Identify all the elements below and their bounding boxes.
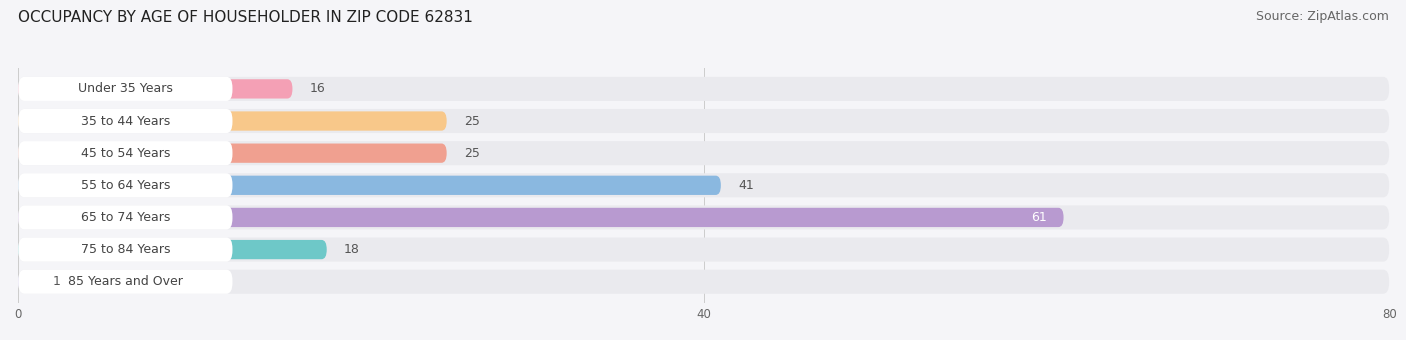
Text: 75 to 84 Years: 75 to 84 Years xyxy=(80,243,170,256)
Text: Source: ZipAtlas.com: Source: ZipAtlas.com xyxy=(1256,10,1389,23)
Text: 41: 41 xyxy=(738,179,754,192)
FancyBboxPatch shape xyxy=(18,77,232,101)
FancyBboxPatch shape xyxy=(18,238,232,261)
FancyBboxPatch shape xyxy=(18,176,721,195)
Text: 1: 1 xyxy=(52,275,60,288)
FancyBboxPatch shape xyxy=(18,270,232,294)
FancyBboxPatch shape xyxy=(18,141,1389,165)
Text: Under 35 Years: Under 35 Years xyxy=(77,82,173,96)
FancyBboxPatch shape xyxy=(18,208,1063,227)
FancyBboxPatch shape xyxy=(18,205,1389,230)
FancyBboxPatch shape xyxy=(18,143,447,163)
Text: 85 Years and Over: 85 Years and Over xyxy=(67,275,183,288)
FancyBboxPatch shape xyxy=(18,272,35,291)
FancyBboxPatch shape xyxy=(18,173,232,197)
FancyBboxPatch shape xyxy=(18,79,292,99)
FancyBboxPatch shape xyxy=(18,270,1389,294)
Text: 25: 25 xyxy=(464,115,479,128)
Text: 35 to 44 Years: 35 to 44 Years xyxy=(80,115,170,128)
Text: 45 to 54 Years: 45 to 54 Years xyxy=(80,147,170,160)
FancyBboxPatch shape xyxy=(18,240,326,259)
Text: 65 to 74 Years: 65 to 74 Years xyxy=(80,211,170,224)
Text: 16: 16 xyxy=(309,82,325,96)
FancyBboxPatch shape xyxy=(18,141,232,165)
FancyBboxPatch shape xyxy=(18,77,1389,101)
FancyBboxPatch shape xyxy=(18,112,447,131)
FancyBboxPatch shape xyxy=(18,238,1389,261)
FancyBboxPatch shape xyxy=(18,205,232,230)
FancyBboxPatch shape xyxy=(18,109,1389,133)
FancyBboxPatch shape xyxy=(18,109,232,133)
Text: 61: 61 xyxy=(1031,211,1046,224)
Text: OCCUPANCY BY AGE OF HOUSEHOLDER IN ZIP CODE 62831: OCCUPANCY BY AGE OF HOUSEHOLDER IN ZIP C… xyxy=(18,10,474,25)
Text: 25: 25 xyxy=(464,147,479,160)
FancyBboxPatch shape xyxy=(18,173,1389,197)
Text: 55 to 64 Years: 55 to 64 Years xyxy=(80,179,170,192)
Text: 18: 18 xyxy=(344,243,360,256)
